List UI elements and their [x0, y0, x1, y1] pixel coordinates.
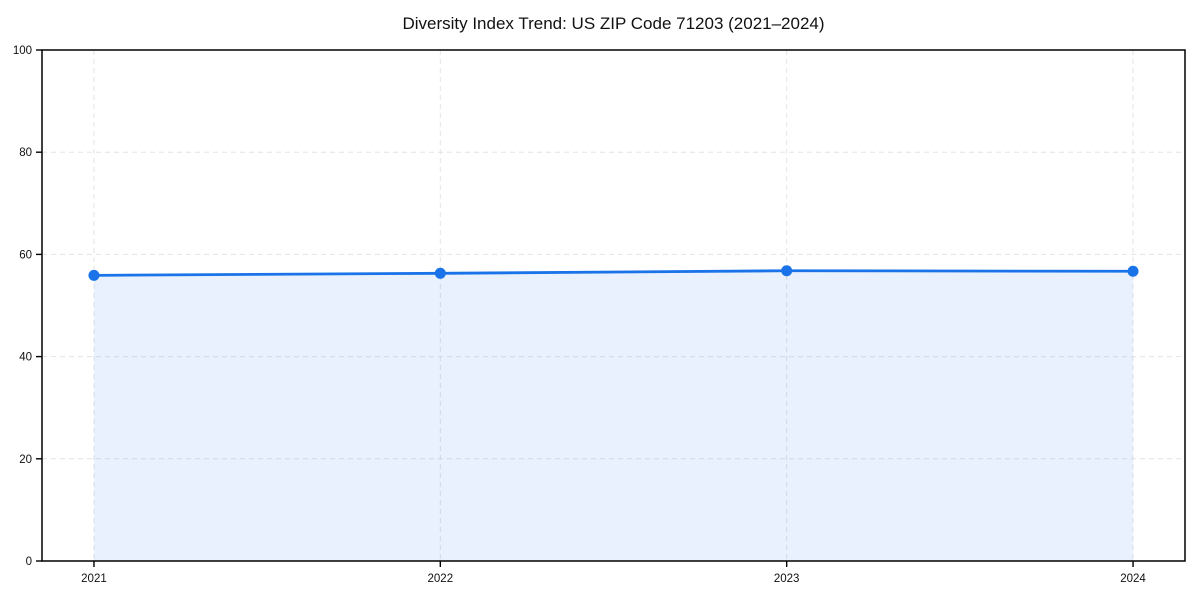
- data-point-2021: [88, 269, 100, 281]
- x-tick-label: 2021: [81, 573, 107, 585]
- y-tick-label: 100: [13, 45, 32, 57]
- trend-line: [92, 269, 1135, 277]
- x-tick-label: 2024: [1120, 573, 1146, 585]
- y-tick-label: 40: [19, 352, 32, 364]
- y-tick-label: 60: [19, 249, 32, 261]
- data-point-2024: [1127, 265, 1139, 277]
- y-tick-label: 20: [19, 454, 32, 466]
- y-tick-label: 0: [26, 556, 32, 568]
- x-tick-label: 2023: [774, 573, 800, 585]
- chart-title: Diversity Index Trend: US ZIP Code 71203…: [402, 14, 825, 33]
- y-tick-label: 80: [19, 147, 32, 159]
- data-point-2023: [781, 265, 793, 277]
- data-point-2022: [434, 267, 446, 279]
- plot-border: [41, 49, 1186, 562]
- area-fill: [93, 270, 1134, 561]
- x-tick-label: 2022: [428, 573, 454, 585]
